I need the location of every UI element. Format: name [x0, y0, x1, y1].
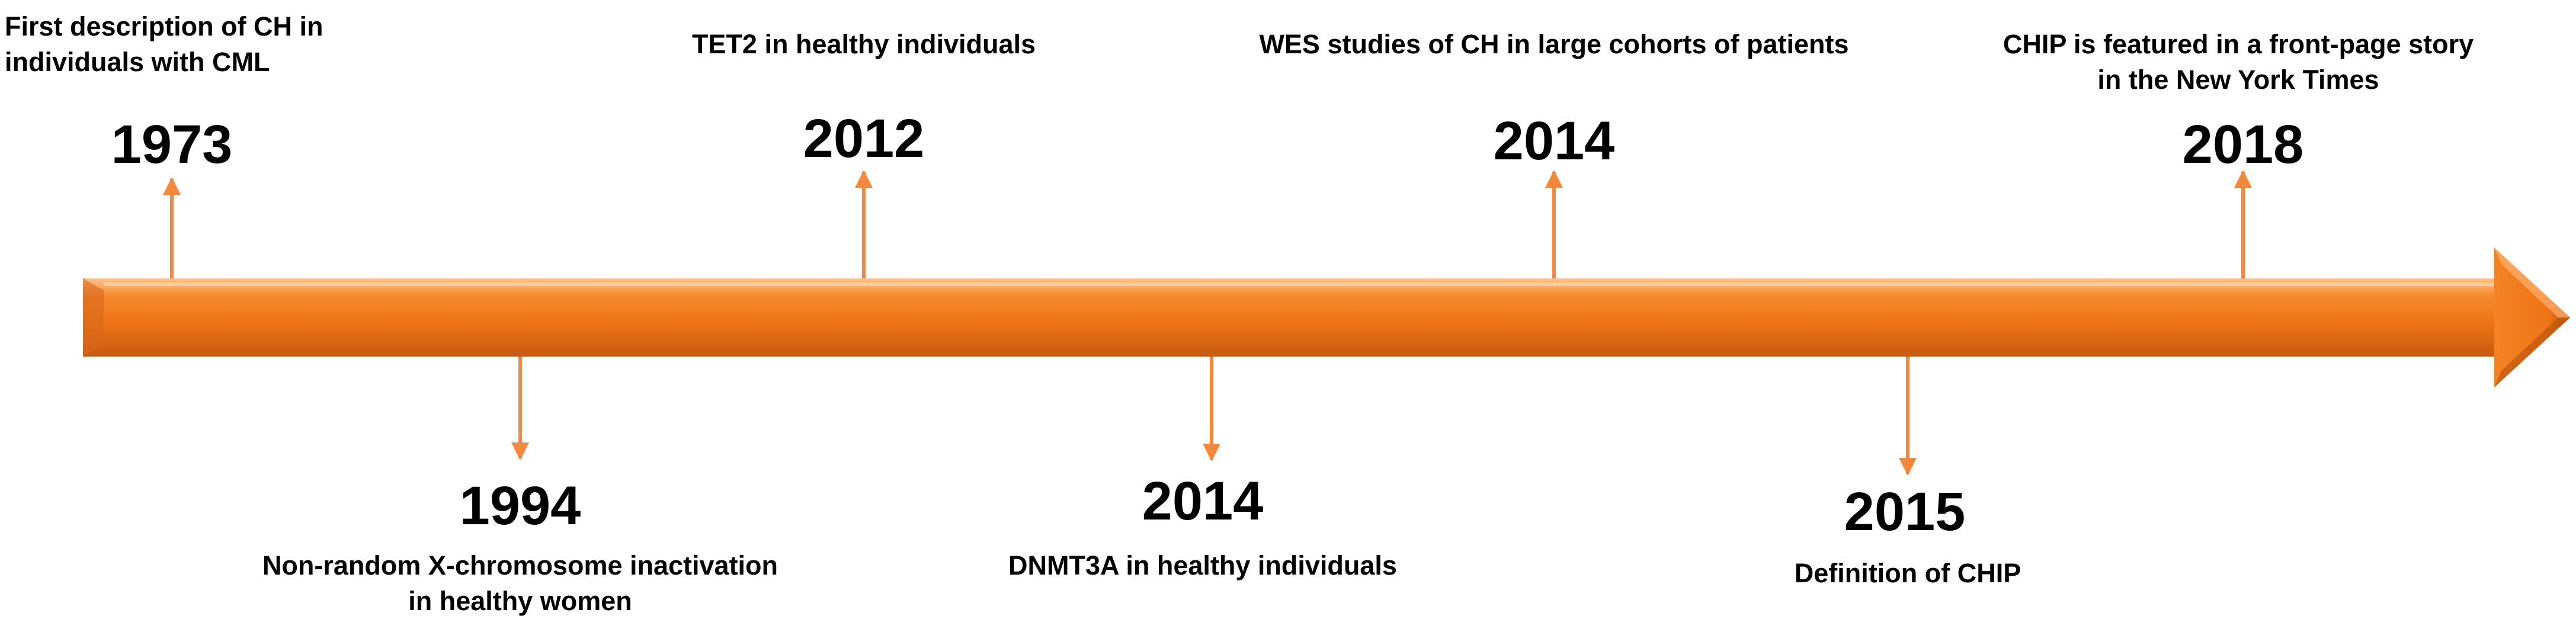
- event-1994-description: Non-random X-chromosome inactivation in …: [230, 548, 810, 619]
- event-2014-dnmt3a-description: DNMT3A in healthy individuals: [966, 548, 1440, 583]
- event-2015-description: Definition of CHIP: [1766, 556, 2050, 591]
- event-1973-description: First description of CH in individuals w…: [5, 9, 323, 80]
- event-2014-dnmt3a-year: 2014: [1142, 471, 1264, 531]
- event-2012-description: TET2 in healthy individuals: [627, 27, 1101, 62]
- event-2018-line-1: CHIP is featured in a front-page story: [2003, 29, 2474, 59]
- event-2015-year: 2015: [1844, 482, 1966, 542]
- event-2015-line-1: Definition of CHIP: [1794, 558, 2021, 588]
- event-2012-line-1: TET2 in healthy individuals: [691, 29, 1036, 59]
- event-1973-year: 1973: [111, 114, 233, 175]
- event-1994-line-1: Non-random X-chromosome inactivation: [262, 550, 778, 581]
- event-2018-description: CHIP is featured in a front-page story i…: [1954, 27, 2523, 98]
- event-2014-dnmt3a-line-1: DNMT3A in healthy individuals: [1008, 550, 1397, 581]
- event-2014-wes-description: WES studies of CH in large cohorts of pa…: [1210, 27, 1898, 62]
- event-2012-year: 2012: [803, 108, 925, 169]
- event-1973-line-1: First description of CH in: [5, 11, 323, 41]
- event-2018-year: 2018: [2182, 114, 2304, 175]
- event-1973-line-2: individuals with CML: [5, 47, 270, 77]
- event-1994-line-2: in healthy women: [408, 586, 632, 616]
- event-1994-year: 1994: [459, 476, 581, 536]
- event-2014-wes-year: 2014: [1493, 111, 1615, 171]
- event-2018-line-2: in the New York Times: [2097, 65, 2379, 95]
- event-2014-wes-line-1: WES studies of CH in large cohorts of pa…: [1259, 29, 1849, 59]
- timeline-arrow: [83, 248, 2570, 387]
